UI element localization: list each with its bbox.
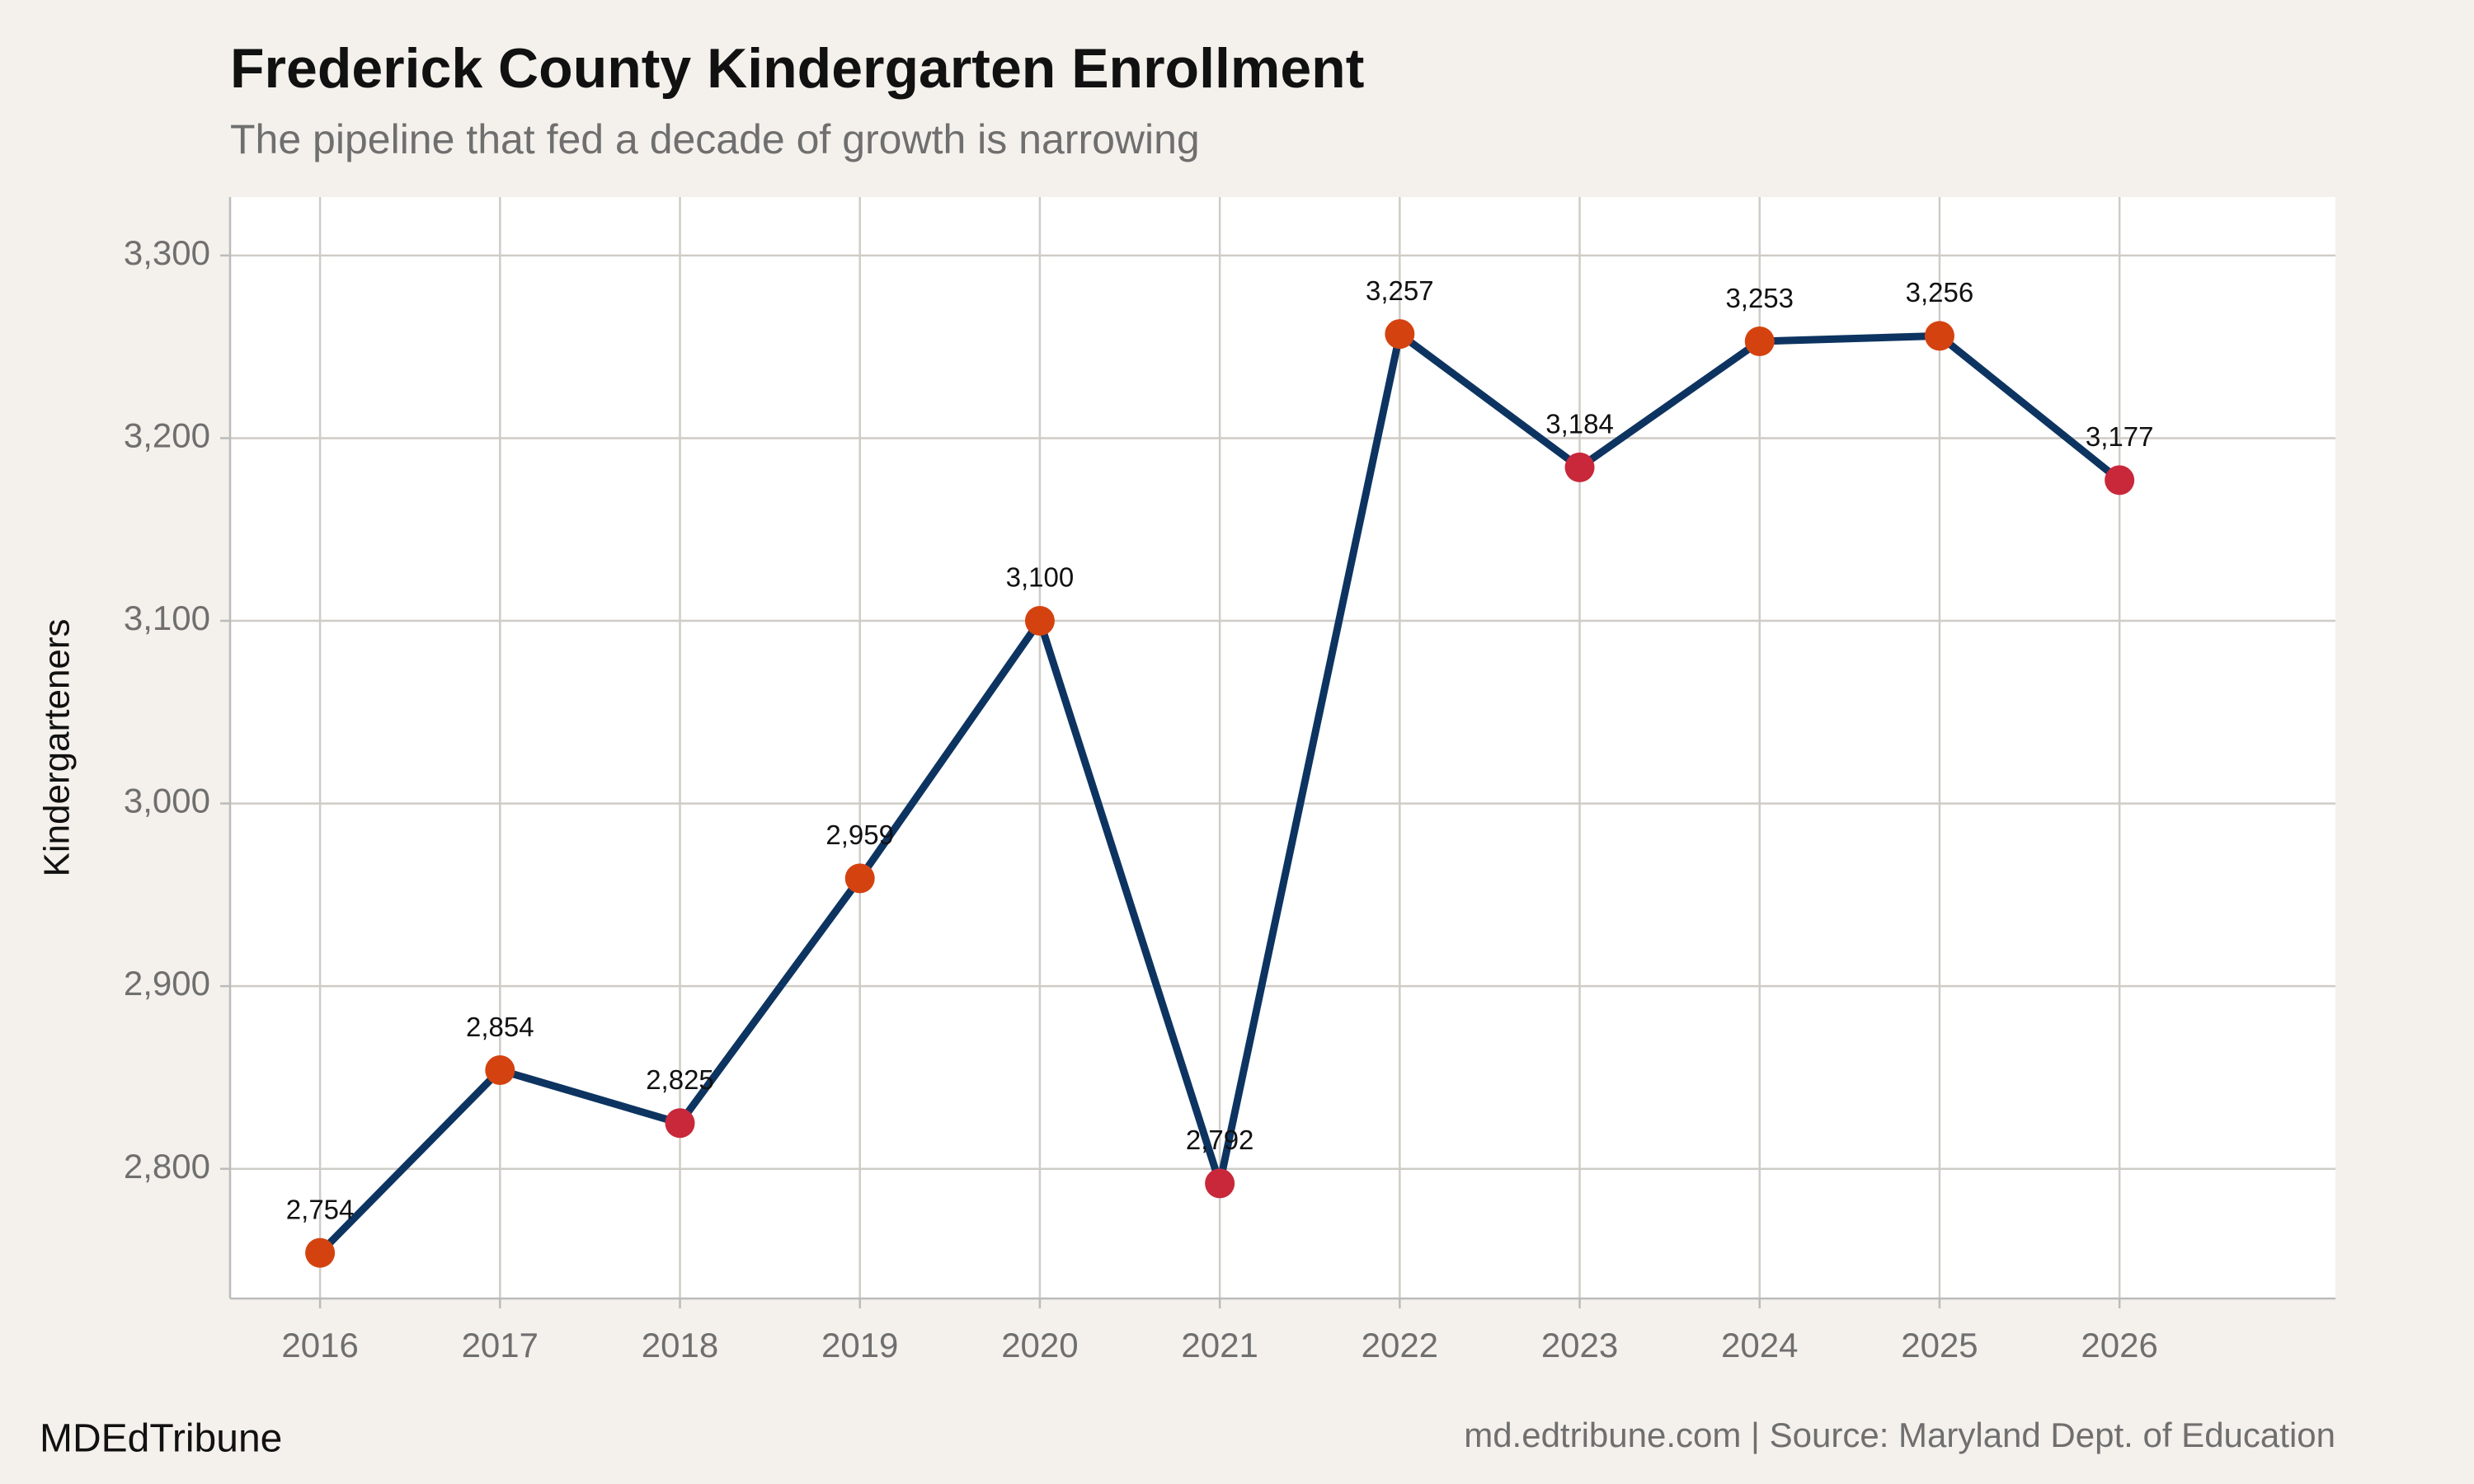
x-tick-label: 2020 [1001,1326,1078,1364]
x-tick-label: 2017 [462,1326,539,1364]
x-tick-label: 2024 [1721,1326,1798,1364]
data-label: 2,825 [646,1064,714,1095]
plot-area [230,197,2335,1298]
x-tick-label: 2026 [2081,1326,2157,1364]
point [1385,319,1415,350]
y-tick-label: 3,000 [124,782,210,820]
data-label: 2,854 [466,1012,534,1042]
x-tick-label: 2019 [821,1326,898,1364]
point [305,1237,336,1268]
data-label: 3,184 [1545,409,1614,439]
x-tick-label: 2021 [1181,1326,1258,1364]
data-label: 3,256 [1906,277,1974,308]
x-tick-label: 2016 [281,1326,358,1364]
y-tick-label: 3,200 [124,416,210,455]
y-axis-label: Kindergarteners [37,618,78,876]
point [844,863,875,894]
x-tick-label: 2022 [1362,1326,1438,1364]
point [1744,326,1775,357]
chart-title: Frederick County Kindergarten Enrollment [230,37,1364,100]
brand: MDEdTribune [40,1417,282,1461]
point [1024,606,1055,636]
data-label: 2,754 [286,1194,355,1224]
point [1924,321,1954,351]
data-label: 2,959 [825,819,894,850]
y-tick-label: 3,100 [124,599,210,637]
point [665,1108,695,1139]
data-label: 3,177 [2086,421,2154,452]
x-tick-label: 2025 [1901,1326,1978,1364]
chart-subtitle: The pipeline that fed a decade of growth… [230,116,1200,162]
y-tick-label: 2,800 [124,1147,210,1186]
point [485,1055,515,1086]
point [2105,465,2135,495]
y-tick-label: 3,300 [124,233,210,272]
data-label: 3,257 [1366,275,1434,306]
x-tick-label: 2018 [642,1326,718,1364]
x-tick-label: 2023 [1541,1326,1618,1364]
point [1205,1168,1235,1199]
data-label: 3,253 [1725,283,1794,313]
data-label: 2,792 [1186,1125,1254,1155]
y-tick-label: 2,900 [124,964,210,1003]
point [1564,452,1595,482]
data-label: 3,100 [1006,562,1075,593]
source-note: md.edtribune.com | Source: Maryland Dept… [1464,1416,2335,1454]
